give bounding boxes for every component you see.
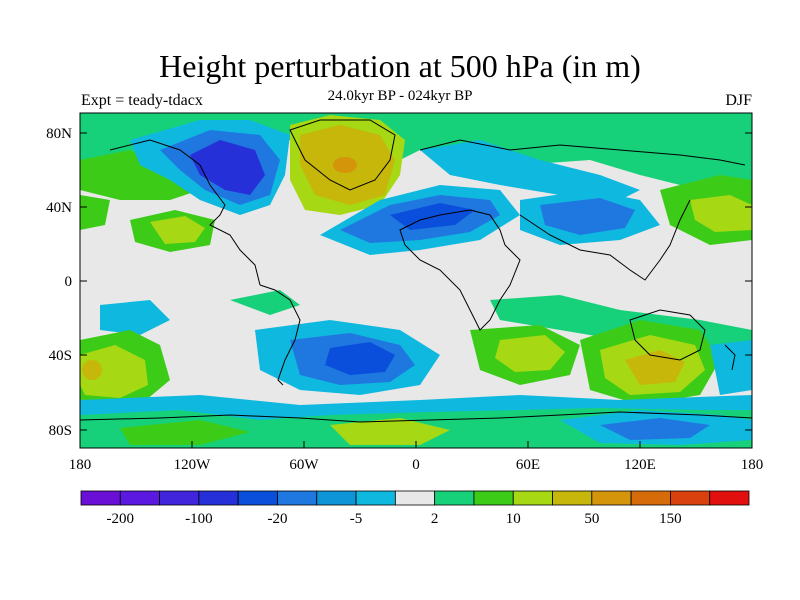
contour-band-blue — [600, 418, 710, 440]
lon-tick-label: 180 — [741, 457, 764, 473]
contour-band-cyan — [710, 340, 752, 395]
contour-band-yellow-green — [495, 335, 565, 372]
lat-tick-label: 0 — [65, 274, 73, 290]
experiment-label: Expt = teady-tdacx — [81, 92, 203, 109]
colorbar-label: -20 — [267, 511, 287, 527]
lon-tick-label: 180 — [69, 457, 92, 473]
contour-band-yellow — [82, 360, 102, 380]
contour-band-yellow-green — [80, 345, 148, 398]
season-label: DJF — [725, 92, 752, 109]
lon-tick-label: 60W — [289, 457, 319, 473]
contour-band-dark-blue — [190, 140, 265, 195]
colorbar-swatch — [237, 490, 278, 506]
contour-band-yellow-green — [150, 216, 205, 244]
contour-band-green — [80, 150, 200, 200]
australia-coast — [629, 309, 706, 361]
lat-ticks — [80, 132, 752, 431]
north-america-coast — [109, 139, 261, 286]
contour-band-yellow-green — [330, 418, 450, 445]
contour-band-green — [80, 195, 110, 230]
colorbar-label: 2 — [431, 511, 439, 527]
greenland-coast — [289, 119, 396, 191]
colorbar-label: 150 — [659, 511, 682, 527]
colorbar-swatch — [277, 490, 318, 506]
lat-tick-label: 40N — [46, 200, 72, 216]
colorbar-label: -5 — [350, 511, 363, 527]
colorbar-label: 50 — [584, 511, 599, 527]
colorbar-swatch — [709, 490, 750, 506]
contour-band-cyan — [420, 140, 640, 200]
map-subtitle: 24.0kyr BP - 024kyr BP — [327, 88, 473, 104]
south-america-coast — [259, 284, 301, 386]
south-asia-coast — [519, 199, 691, 281]
contour-band-deep-blue — [325, 342, 395, 375]
colorbar-swatch — [355, 490, 396, 506]
colorbar-labels: -200 -100 -20 -5 2 10 50 150 — [107, 511, 682, 527]
lon-tick-label: 120W — [174, 457, 212, 473]
colorbar-label: 10 — [506, 511, 521, 527]
colorbar-swatch — [630, 490, 671, 506]
colorbar-swatch — [159, 490, 200, 506]
lon-tick-label: 60E — [516, 457, 540, 473]
coastlines — [80, 119, 752, 423]
contour-band-yellow-green — [690, 195, 752, 232]
colorbar-swatch — [512, 490, 553, 506]
contour-band-positive-low — [230, 290, 300, 315]
lat-tick-label: 80N — [46, 126, 72, 142]
eurasia-north-coast — [419, 139, 746, 166]
colorbar-label: -100 — [185, 511, 213, 527]
antarctica-coast — [80, 411, 752, 423]
map-title: Height perturbation at 500 hPa (in m) — [159, 48, 641, 84]
colorbar-swatch — [119, 490, 160, 506]
lat-tick-label: 80S — [49, 423, 72, 439]
contour-band-green — [120, 420, 250, 445]
lon-tick-label: 120E — [624, 457, 656, 473]
colorbar-swatch — [316, 490, 357, 506]
colorbar-swatch — [591, 490, 632, 506]
contour-band-blue — [540, 198, 635, 235]
colorbar-swatch — [552, 490, 593, 506]
lon-ticks — [79, 441, 753, 448]
contour-peak-orange — [333, 157, 357, 173]
contour-band-cyan — [100, 300, 170, 335]
colorbar-label: -200 — [107, 511, 135, 527]
contour-field — [80, 113, 752, 448]
colorbar-swatch — [198, 490, 239, 506]
colorbar-swatch — [80, 490, 121, 506]
new-zealand-coast — [724, 344, 736, 371]
colorbar-swatch — [434, 490, 475, 506]
lon-tick-label: 0 — [412, 457, 420, 473]
colorbar-swatch — [670, 490, 711, 506]
colorbar-swatch — [473, 490, 514, 506]
africa-coast — [399, 209, 521, 331]
colorbar — [80, 490, 750, 506]
colorbar-swatch — [394, 490, 436, 506]
lat-tick-label: 40S — [49, 348, 72, 364]
